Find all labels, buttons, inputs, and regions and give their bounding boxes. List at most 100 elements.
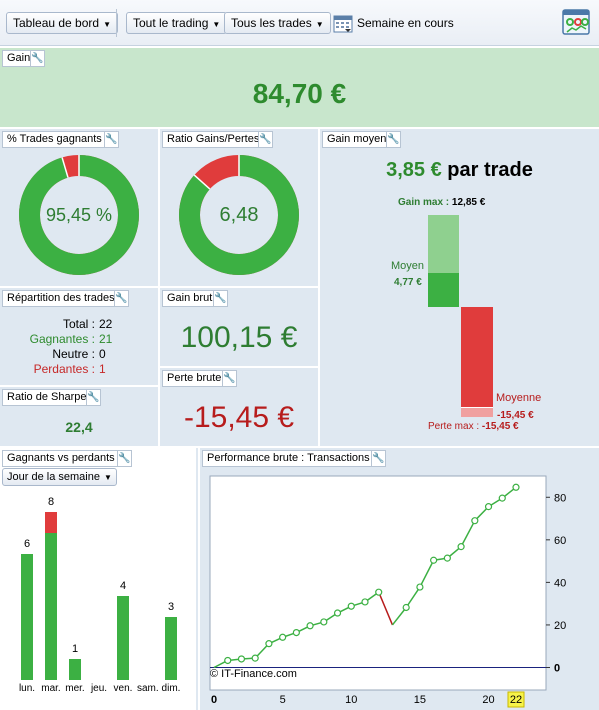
wrench-icon[interactable]: 🔧 — [30, 50, 45, 67]
y-tick-label: 20 — [554, 620, 566, 632]
wrench-icon[interactable]: 🔧 — [104, 131, 119, 148]
data-point[interactable] — [224, 656, 232, 665]
data-point[interactable] — [375, 588, 383, 596]
data-point[interactable] — [279, 633, 287, 641]
data-point[interactable] — [430, 556, 438, 564]
wrench-icon[interactable]: 🔧 — [213, 290, 228, 307]
data-point[interactable] — [306, 622, 314, 630]
x-tick-label: 5 — [280, 694, 286, 706]
chevron-down-icon: ▼ — [103, 473, 112, 482]
gain-bar — [428, 215, 459, 307]
avg-label: Moyen — [391, 260, 425, 272]
chevron-down-icon: ▼ — [315, 20, 324, 29]
copyright-text: © IT-Finance.com — [210, 668, 297, 680]
data-point[interactable] — [402, 603, 410, 612]
panel-title: Gain brut — [162, 290, 218, 307]
gain-bar-max — [428, 215, 459, 273]
toolbar-separator — [116, 9, 117, 37]
ratio-donut — [179, 155, 299, 275]
distribution-panel: Répartition des trades 🔧 Total :22 Gagnan… — [0, 288, 158, 385]
avg-gain-panel: Gain moyen 🔧 3,85 € par trade Gain max :… — [320, 129, 599, 446]
gross-gain-value: 100,15 € — [180, 321, 298, 354]
bar-value-label: 1 — [71, 643, 79, 655]
chevron-down-icon: ▼ — [103, 20, 111, 29]
calendar-icon[interactable] — [333, 13, 353, 33]
max-gain-value: 12,85 € — [451, 197, 486, 208]
data-point[interactable] — [443, 554, 451, 562]
wrench-icon[interactable]: 🔧 — [117, 450, 132, 467]
ratio-panel: Ratio Gains/Pertes 🔧 6,48 — [160, 129, 318, 286]
wrench-icon[interactable]: 🔧 — [386, 131, 401, 148]
data-point[interactable] — [237, 655, 246, 663]
period-label[interactable]: Semaine en cours — [357, 16, 454, 30]
x-tick-label: 10 — [345, 694, 357, 706]
win-bar — [165, 617, 177, 680]
bar-value-label: 6 — [23, 538, 31, 550]
trades-dropdown[interactable]: Tous les trades ▼ — [224, 12, 331, 34]
current-tick-highlight — [507, 691, 525, 708]
avg-loss-value: -15,45 € — [497, 410, 534, 421]
distribution-row-value: 21 — [99, 332, 113, 346]
bar-category-label: lun. — [18, 683, 36, 694]
win-trades-value: 95,45 % — [45, 205, 113, 225]
distribution-row-value: 22 — [99, 317, 113, 331]
data-point[interactable] — [498, 494, 506, 502]
sharpe-value: 22,4 — [65, 419, 93, 435]
data-point[interactable] — [347, 602, 355, 610]
bar-value-label: 3 — [167, 601, 175, 613]
gross-loss-panel: Perte brute 🔧 -15,45 € — [160, 368, 318, 446]
panel-title: % Trades gagnants — [2, 131, 107, 148]
data-point[interactable] — [512, 483, 520, 491]
gross-loss-value: -15,45 € — [183, 401, 295, 434]
toolbar: Tableau de bord ▼ Tout le trading ▼ Tous l… — [0, 0, 599, 46]
data-point[interactable] — [320, 618, 328, 626]
distribution-row-label: Total : — [62, 317, 95, 331]
current-tick-label: 22 — [510, 694, 522, 706]
distribution-row-label: Perdantes : — [33, 362, 95, 376]
data-point[interactable] — [471, 517, 479, 525]
data-point[interactable] — [484, 503, 493, 511]
loss-bar — [45, 512, 57, 533]
wrench-icon[interactable]: 🔧 — [222, 370, 237, 387]
data-point[interactable] — [265, 640, 273, 648]
data-point[interactable] — [457, 543, 465, 551]
wrench-icon[interactable]: 🔧 — [371, 450, 386, 467]
max-gain-row: Gain max : 12,85 € — [398, 197, 485, 208]
ratio-value: 6,48 — [219, 204, 259, 226]
wrench-icon[interactable]: 🔧 — [86, 389, 101, 406]
weekday-dropdown[interactable]: Jour de la semaine ▼ — [2, 468, 117, 486]
plot-area — [209, 475, 547, 691]
gain-value: 84,70 € — [252, 78, 347, 109]
distribution-row: Perdantes : 1 — [0, 362, 106, 376]
data-point[interactable] — [333, 609, 342, 617]
chevron-down-icon: ▼ — [212, 20, 221, 29]
x-tick-label: 15 — [414, 694, 426, 706]
panel-title: Ratio Gains/Pertes — [162, 131, 265, 148]
bar-category-label: mar. — [41, 683, 61, 694]
data-point[interactable] — [416, 583, 424, 591]
wrench-icon[interactable]: 🔧 — [114, 290, 129, 307]
performance-panel: Performance brute : Transactions 🔧 80 60 4… — [200, 448, 599, 710]
y-tick-label: 40 — [554, 577, 566, 589]
data-point[interactable] — [361, 598, 369, 606]
panel-title: Répartition des trades — [2, 290, 120, 307]
x-tick-label: 0 — [211, 694, 217, 706]
distribution-row: Neutre : 0 — [0, 347, 105, 361]
dashboard-dropdown[interactable]: Tableau de bord ▼ — [6, 12, 118, 34]
win-bar — [21, 554, 33, 680]
data-point[interactable] — [251, 654, 259, 662]
gain-segment — [405, 586, 421, 608]
dashboard-settings-icon[interactable] — [561, 7, 593, 39]
bar-category-label: ven. — [113, 683, 133, 694]
gain-segment — [419, 559, 435, 588]
trading-dropdown[interactable]: Tout le trading ▼ — [126, 12, 228, 34]
wrench-icon[interactable]: 🔧 — [258, 131, 273, 148]
avg-value: 4,77 € — [394, 277, 422, 288]
max-loss-value: -15,45 € — [481, 421, 519, 432]
data-point[interactable] — [292, 628, 300, 637]
avg-gain-value: 3,85 € — [386, 159, 442, 181]
panel-title: Perte brute — [162, 370, 227, 387]
gain-panel: Gain 🔧 84,70 € — [0, 48, 599, 127]
loss-bar-max-cap — [461, 407, 493, 417]
sharpe-panel: Ratio de Sharpe 🔧 22,4 — [0, 387, 158, 446]
